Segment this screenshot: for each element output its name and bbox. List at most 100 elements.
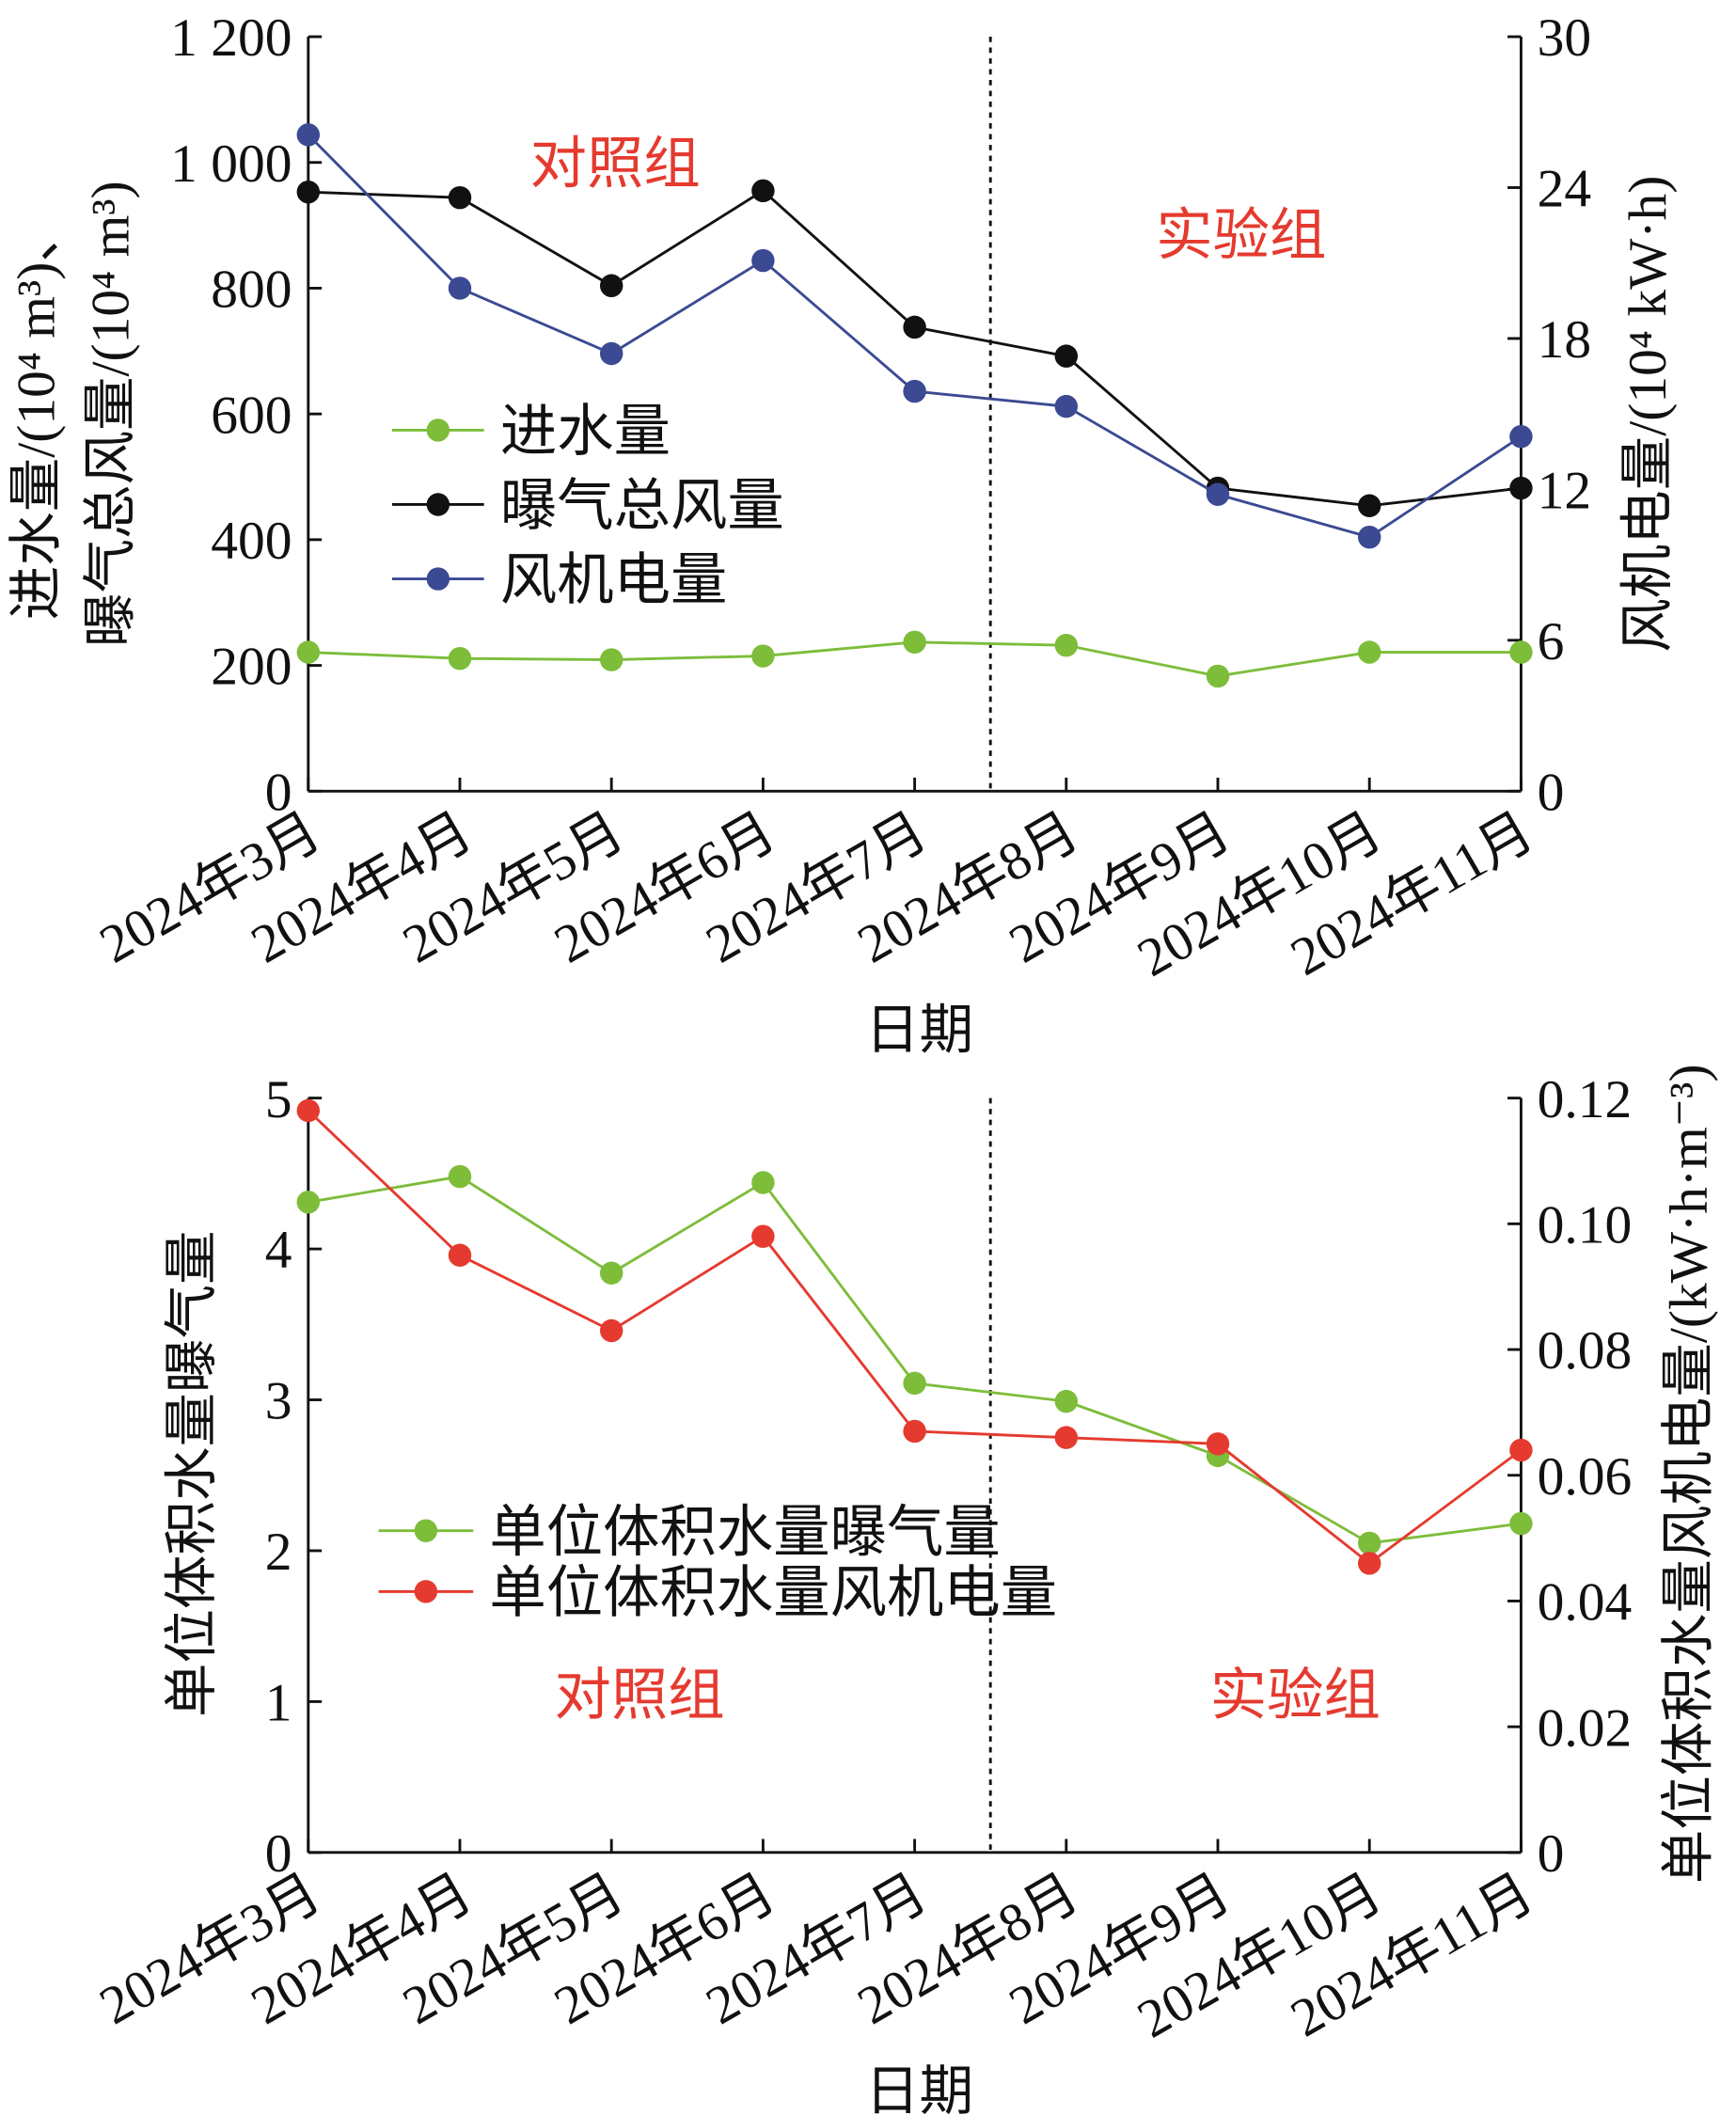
series-line <box>308 189 1522 508</box>
left-tick-label: 0 <box>265 1824 292 1884</box>
series-1 <box>296 1164 1533 1555</box>
data-point <box>1206 664 1230 688</box>
data-point <box>1357 1531 1381 1555</box>
x-axis-title: 日期 <box>865 2062 973 2115</box>
right-tick-label: 0.12 <box>1538 1070 1633 1129</box>
data-point <box>1509 1511 1533 1536</box>
left-tick-label: 600 <box>211 386 292 445</box>
data-point <box>1357 640 1381 664</box>
data-point <box>1054 1426 1079 1449</box>
data-point <box>1509 640 1533 664</box>
legend-item: 风机电量 <box>391 549 728 612</box>
legend-marker <box>414 1580 438 1603</box>
data-point <box>1054 633 1079 657</box>
right-tick-label: 12 <box>1538 462 1592 521</box>
data-point <box>1206 1432 1230 1456</box>
left-tick-label: 1 000 <box>170 134 292 194</box>
data-point <box>751 1224 775 1248</box>
group-annotation: 实验组 <box>1210 1665 1381 1728</box>
data-point <box>296 180 321 204</box>
series-2 <box>296 179 1533 517</box>
data-point <box>903 1419 926 1444</box>
right-tick-label: 0 <box>1538 763 1565 822</box>
data-point <box>1357 1552 1381 1575</box>
data-point <box>599 341 623 366</box>
left-tick-label: 1 <box>265 1674 292 1733</box>
group-annotation: 实验组 <box>1156 205 1326 268</box>
right-tick-label: 6 <box>1538 612 1565 671</box>
legend-item: 进水量 <box>391 401 671 464</box>
left-axis-title: 单位体积水量曝气量 <box>163 1231 222 1717</box>
data-point <box>751 1171 775 1194</box>
data-point <box>903 1371 926 1396</box>
right-tick-label: 0.10 <box>1538 1195 1633 1255</box>
data-point <box>1206 482 1230 506</box>
legend-label: 风机电量 <box>500 549 728 612</box>
data-point <box>296 123 321 147</box>
legend-marker <box>426 567 450 591</box>
data-point <box>296 1191 321 1214</box>
right-tick-label: 0.04 <box>1538 1573 1633 1633</box>
series-2 <box>296 1098 1533 1575</box>
right-axis-title: 单位体积水量风机电量/(kW·h·m⁻³) <box>1659 1064 1718 1884</box>
data-point <box>751 179 775 203</box>
data-point <box>296 1098 321 1123</box>
left-tick-label: 1 200 <box>170 8 292 68</box>
x-axis-title: 日期 <box>865 1001 973 1060</box>
group-annotation: 对照组 <box>554 1665 724 1728</box>
right-tick-label: 0.08 <box>1538 1321 1633 1381</box>
data-point <box>903 315 926 339</box>
right-axis-title: 风机电量/(10⁴ kW·h) <box>1618 176 1678 653</box>
data-point <box>599 274 623 297</box>
right-tick-label: 24 <box>1538 160 1592 219</box>
left-tick-label: 200 <box>211 638 292 697</box>
data-point <box>599 1261 623 1285</box>
legend-label: 曝气总风量 <box>500 475 784 538</box>
legend-label: 进水量 <box>500 401 671 464</box>
data-point <box>448 1164 472 1189</box>
left-tick-label: 5 <box>265 1070 292 1129</box>
data-point <box>448 646 472 671</box>
right-tick-label: 30 <box>1538 8 1592 68</box>
left-tick-label: 4 <box>265 1221 292 1280</box>
data-point <box>1357 525 1381 549</box>
legend-label: 单位体积水量曝气量 <box>489 1501 1000 1564</box>
data-point <box>1509 425 1533 449</box>
data-point <box>751 248 775 273</box>
series-line <box>307 1109 1523 1566</box>
data-point <box>448 276 472 300</box>
legend-label: 单位体积水量风机电量 <box>489 1562 1057 1625</box>
data-point <box>1509 476 1533 500</box>
legend-item: 曝气总风量 <box>391 475 784 538</box>
right-tick-label: 0 <box>1538 1824 1565 1884</box>
legend-item: 单位体积水量曝气量 <box>378 1501 1001 1564</box>
data-point <box>296 640 321 664</box>
right-tick-label: 0.06 <box>1538 1447 1633 1507</box>
data-point <box>903 630 926 655</box>
series-1 <box>296 630 1533 688</box>
left-axis-title: 进水量/(10⁴ m³)、 <box>8 208 67 620</box>
left-tick-label: 800 <box>211 260 292 320</box>
left-tick-label: 0 <box>265 763 292 822</box>
data-point <box>1054 344 1079 368</box>
data-point <box>1054 1389 1079 1413</box>
data-point <box>599 1318 623 1343</box>
data-point <box>1357 494 1381 517</box>
series-line <box>308 1175 1522 1545</box>
legend-marker <box>414 1519 438 1542</box>
data-point <box>1509 1438 1533 1462</box>
right-tick-label: 18 <box>1538 310 1592 370</box>
legend-marker <box>426 493 450 516</box>
left-tick-label: 400 <box>211 512 292 571</box>
data-point <box>599 648 623 671</box>
data-point <box>751 644 775 668</box>
data-point <box>903 379 926 403</box>
left-tick-label: 2 <box>265 1523 292 1582</box>
chart-2: 01234500.020.040.060.080.100.122024年3月20… <box>90 1064 1718 2115</box>
left-tick-label: 3 <box>265 1372 292 1431</box>
legend-item: 单位体积水量风机电量 <box>378 1562 1057 1625</box>
legend-marker <box>426 418 450 442</box>
right-tick-label: 0.02 <box>1538 1698 1633 1758</box>
